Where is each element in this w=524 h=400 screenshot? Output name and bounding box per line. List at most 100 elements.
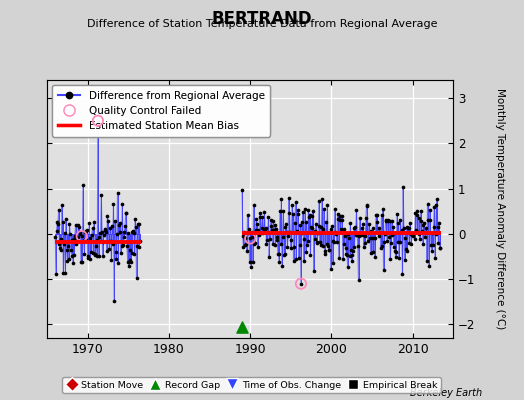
Point bbox=[90, 218, 98, 225]
Point bbox=[243, 212, 252, 218]
Point bbox=[111, 249, 119, 255]
Point bbox=[406, 220, 414, 226]
Point bbox=[340, 226, 348, 233]
Point bbox=[430, 204, 439, 210]
Point bbox=[292, 256, 300, 262]
Point bbox=[373, 219, 381, 225]
Point bbox=[240, 228, 248, 235]
Point bbox=[270, 222, 279, 228]
Point bbox=[312, 239, 321, 245]
Point bbox=[331, 229, 340, 235]
Point bbox=[268, 240, 277, 247]
Point bbox=[347, 258, 356, 264]
Point bbox=[254, 227, 263, 234]
Point bbox=[68, 236, 77, 243]
Point bbox=[327, 226, 335, 233]
Point bbox=[324, 247, 333, 254]
Point bbox=[402, 246, 410, 253]
Point bbox=[369, 225, 378, 232]
Point bbox=[329, 238, 337, 244]
Point bbox=[247, 264, 255, 270]
Point bbox=[57, 246, 66, 253]
Point bbox=[407, 230, 415, 237]
Point bbox=[370, 254, 379, 260]
Point bbox=[267, 217, 276, 223]
Point bbox=[115, 219, 124, 226]
Point bbox=[322, 219, 330, 225]
Point bbox=[248, 229, 256, 236]
Point bbox=[432, 202, 441, 208]
Point bbox=[390, 230, 399, 236]
Point bbox=[132, 223, 140, 230]
Point bbox=[259, 226, 268, 232]
Point bbox=[351, 224, 359, 231]
Point bbox=[281, 224, 290, 230]
Point bbox=[262, 241, 270, 247]
Point bbox=[431, 230, 440, 237]
Point bbox=[353, 232, 362, 238]
Point bbox=[377, 212, 386, 218]
Point bbox=[403, 225, 412, 231]
Point bbox=[97, 192, 105, 198]
Point bbox=[121, 223, 129, 229]
Point bbox=[300, 258, 308, 265]
Point bbox=[412, 212, 421, 218]
Point bbox=[287, 244, 295, 251]
Point bbox=[247, 234, 256, 240]
Point bbox=[428, 248, 436, 254]
Point bbox=[333, 239, 341, 246]
Point bbox=[424, 217, 432, 224]
Point bbox=[326, 229, 334, 235]
Point bbox=[69, 236, 78, 242]
Point bbox=[294, 254, 303, 261]
Point bbox=[362, 214, 370, 221]
Point bbox=[266, 236, 274, 242]
Point bbox=[238, 233, 247, 239]
Point bbox=[100, 232, 108, 238]
Point bbox=[381, 218, 390, 224]
Point bbox=[259, 230, 267, 236]
Point bbox=[303, 242, 311, 248]
Point bbox=[105, 246, 114, 252]
Point bbox=[124, 230, 133, 236]
Point bbox=[115, 222, 123, 228]
Point bbox=[311, 228, 319, 234]
Point bbox=[306, 252, 314, 258]
Point bbox=[285, 194, 293, 201]
Point bbox=[260, 208, 269, 215]
Point bbox=[396, 238, 404, 245]
Point bbox=[114, 260, 123, 266]
Point bbox=[256, 214, 264, 220]
Point bbox=[340, 240, 348, 247]
Point bbox=[128, 228, 137, 235]
Point bbox=[383, 238, 391, 244]
Point bbox=[59, 270, 68, 276]
Point bbox=[365, 230, 373, 236]
Point bbox=[426, 216, 434, 223]
Point bbox=[376, 229, 384, 235]
Point bbox=[393, 210, 401, 217]
Point bbox=[358, 232, 367, 238]
Point bbox=[377, 245, 385, 251]
Point bbox=[73, 237, 81, 244]
Point bbox=[354, 277, 363, 284]
Point bbox=[275, 258, 283, 265]
Point bbox=[384, 218, 392, 224]
Point bbox=[101, 226, 110, 232]
Point bbox=[130, 250, 139, 257]
Point bbox=[435, 245, 444, 251]
Point bbox=[335, 217, 344, 223]
Point bbox=[80, 251, 89, 257]
Point bbox=[95, 234, 103, 240]
Point bbox=[417, 208, 425, 214]
Point bbox=[92, 243, 100, 249]
Point bbox=[93, 252, 102, 259]
Point bbox=[315, 198, 323, 204]
Point bbox=[243, 248, 251, 254]
Point bbox=[101, 227, 109, 234]
Point bbox=[375, 233, 384, 240]
Point bbox=[94, 118, 102, 124]
Point bbox=[282, 229, 291, 235]
Point bbox=[324, 242, 332, 249]
Point bbox=[76, 231, 84, 237]
